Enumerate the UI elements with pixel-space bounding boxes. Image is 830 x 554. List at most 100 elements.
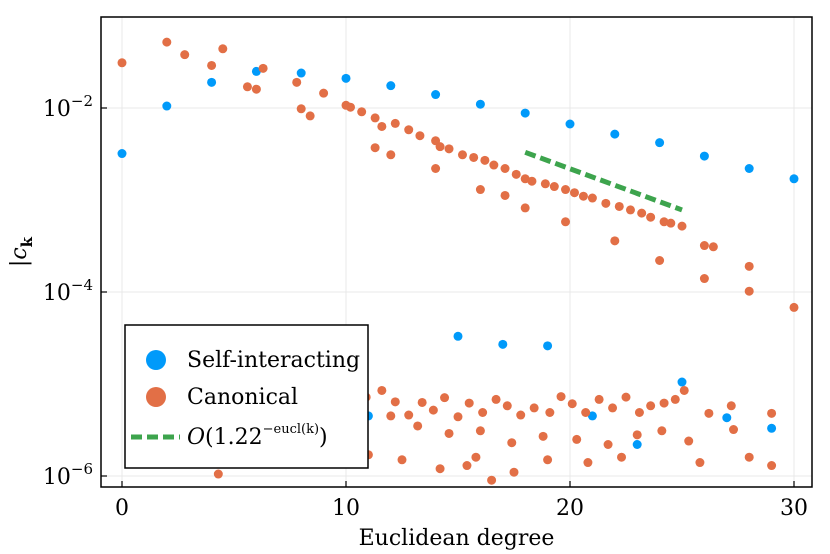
canonical-point [621, 392, 631, 402]
canonical-point [744, 452, 754, 462]
canonical-point [471, 452, 481, 462]
canonical-point [413, 421, 423, 431]
canonical-point [397, 455, 407, 465]
legend-label: Canonical [187, 385, 298, 410]
canonical-point [729, 425, 739, 435]
canonical-point [319, 88, 329, 98]
canonical-point [404, 125, 414, 135]
canonical-point [435, 142, 445, 152]
canonical-point [657, 426, 667, 436]
self-interacting-point [699, 151, 709, 161]
canonical-point [699, 241, 709, 251]
canonical-point [457, 150, 467, 160]
canonical-point [538, 431, 548, 441]
self-interacting-point [341, 73, 351, 83]
canonical-point [258, 63, 268, 73]
canonical-point [487, 475, 497, 485]
canonical-point [475, 185, 485, 195]
canonical-point [444, 428, 454, 438]
canonical-point [556, 392, 566, 402]
self-interacting-point [610, 129, 620, 139]
canonical-point [708, 242, 718, 252]
canonical-point [677, 221, 687, 231]
canonical-point [180, 50, 190, 60]
canonical-point [462, 461, 472, 471]
canonical-point [469, 152, 479, 162]
canonical-point [670, 394, 680, 404]
canonical-point [632, 430, 642, 440]
canonical-point [666, 218, 676, 228]
canonical-point [699, 274, 709, 284]
canonical-point [475, 426, 485, 436]
canonical-point [634, 408, 644, 418]
canonical-point [594, 394, 604, 404]
y-tick-label: 10−2 [43, 92, 93, 122]
canonical-point [386, 411, 396, 421]
self-interacting-point [431, 90, 441, 100]
plot-frame [100, 16, 813, 488]
canonical-point [614, 201, 624, 211]
canonical-point [767, 408, 777, 418]
canonical-point [242, 82, 252, 92]
canonical-point [726, 401, 736, 411]
canonical-point [357, 107, 367, 117]
self-interacting-point [632, 439, 642, 449]
canonical-point [207, 60, 217, 70]
canonical-point [744, 286, 754, 296]
legend-marker [146, 387, 166, 407]
legend-label: O(1.22−eucl(k)) [187, 422, 328, 450]
canonical-point [117, 58, 127, 68]
canonical-point [529, 403, 539, 413]
canonical-point [489, 160, 499, 170]
canonical-point [390, 118, 400, 128]
canonical-point [695, 458, 705, 468]
canonical-point [377, 121, 387, 131]
canonical-point [617, 452, 627, 462]
canonical-point [569, 188, 579, 198]
canonical-point [659, 398, 669, 408]
canonical-point [444, 144, 454, 154]
self-interacting-point [722, 413, 732, 423]
x-tick-label: 20 [556, 496, 584, 521]
canonical-point [655, 255, 665, 265]
canonical-point [251, 84, 261, 94]
self-interacting-point [386, 81, 396, 91]
canonical-point [464, 398, 474, 408]
x-tick-label: 0 [115, 496, 129, 521]
canonical-point [377, 385, 387, 395]
canonical-point [744, 261, 754, 271]
canonical-point [213, 469, 223, 479]
canonical-point [415, 131, 425, 141]
self-interacting-point [520, 108, 530, 118]
self-interacting-point [565, 119, 575, 129]
canonical-point [543, 455, 553, 465]
self-interacting-point [543, 341, 553, 351]
canonical-point [305, 111, 315, 121]
canonical-point [578, 191, 588, 201]
canonical-point [601, 198, 611, 208]
canonical-point [625, 205, 635, 215]
canonical-point [509, 467, 519, 477]
self-interacting-point [587, 411, 597, 421]
canonical-point [390, 397, 400, 407]
self-interacting-point [162, 101, 172, 111]
canonical-point [440, 393, 450, 403]
canonical-point [511, 169, 521, 179]
y-axis-title-text: |ck [7, 236, 36, 267]
canonical-point [789, 302, 799, 312]
canonical-point [292, 77, 302, 87]
x-axis-title: Euclidean degree [359, 526, 555, 551]
legend: Self-interacting Canonical O(1.22−eucl(k)) [124, 324, 369, 469]
canonical-point [549, 182, 559, 192]
canonical-point [453, 412, 463, 422]
canonical-point [507, 438, 517, 448]
legend-marker [146, 350, 166, 370]
canonical-point [587, 193, 597, 203]
canonical-point [431, 163, 441, 173]
canonical-point [581, 408, 591, 418]
canonical-point [370, 143, 380, 153]
self-interacting-point [655, 138, 665, 148]
canonical-point [370, 113, 380, 123]
trend-line [524, 149, 683, 213]
